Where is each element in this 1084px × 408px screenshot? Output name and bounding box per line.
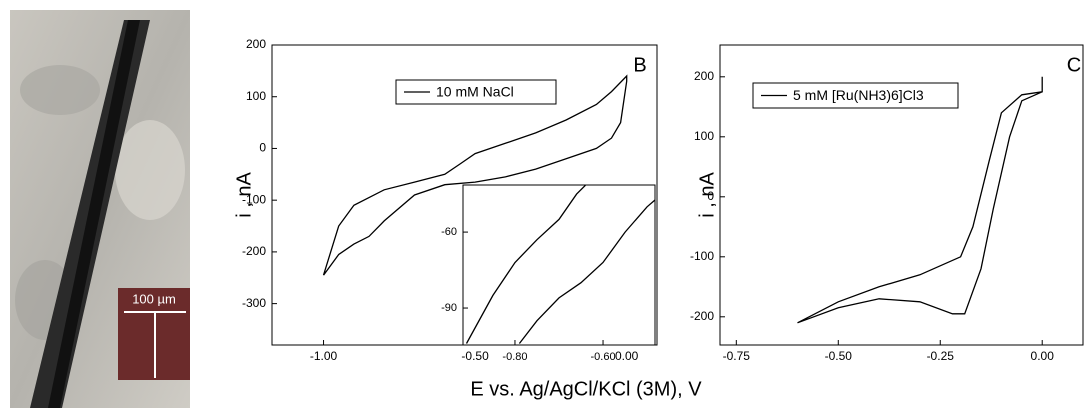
y-axis-title: i , nA (696, 172, 718, 218)
legend-label: 5 mM [Ru(NH3)6]Cl3 (793, 87, 924, 103)
x-axis-title: E vs. Ag/AgCl/KCl (3M), V (470, 378, 702, 400)
y-tick-label: 100 (246, 89, 266, 103)
y-tick-label: -90 (441, 302, 457, 314)
x-tick-label: -0.50 (461, 349, 489, 363)
y-tick-label: 0 (259, 141, 266, 155)
x-tick-label: -0.25 (927, 349, 955, 363)
y-tick-label: 200 (694, 69, 714, 83)
photo-texture (20, 65, 100, 115)
x-tick-label: -0.80 (502, 351, 527, 363)
plot-frame (462, 184, 656, 346)
panel-letter: B (633, 54, 646, 76)
x-tick-label: 0.00 (615, 349, 639, 363)
y-axis-title: i , nA (233, 172, 255, 218)
x-tick-label: -0.60 (590, 351, 615, 363)
data-line (465, 185, 655, 344)
x-tick-label: -0.50 (825, 349, 853, 363)
probe-core (48, 20, 140, 408)
x-tick-label: -0.75 (723, 349, 751, 363)
photo-texture (115, 120, 185, 220)
y-tick-label: 0 (707, 189, 714, 203)
panel-letter: C (1067, 54, 1081, 76)
legend-label: 10 mM NaCl (436, 84, 514, 100)
y-tick-label: -100 (242, 192, 266, 206)
x-tick-label: -1.00 (310, 349, 338, 363)
scale-bar-label: 100 µm (132, 291, 176, 306)
y-tick-label: 200 (246, 37, 266, 51)
y-tick-label: -60 (441, 226, 457, 238)
data-line (797, 76, 1043, 324)
y-tick-label: -100 (690, 249, 714, 263)
x-tick-label: 0.00 (1031, 349, 1055, 363)
data-line (322, 74, 628, 276)
y-tick-label: -200 (242, 244, 266, 258)
y-tick-label: -200 (690, 309, 714, 323)
y-tick-label: 100 (694, 129, 714, 143)
photo-panel: 100 µm (10, 10, 190, 408)
legend-box (752, 82, 959, 109)
y-tick-label: -300 (242, 296, 266, 310)
